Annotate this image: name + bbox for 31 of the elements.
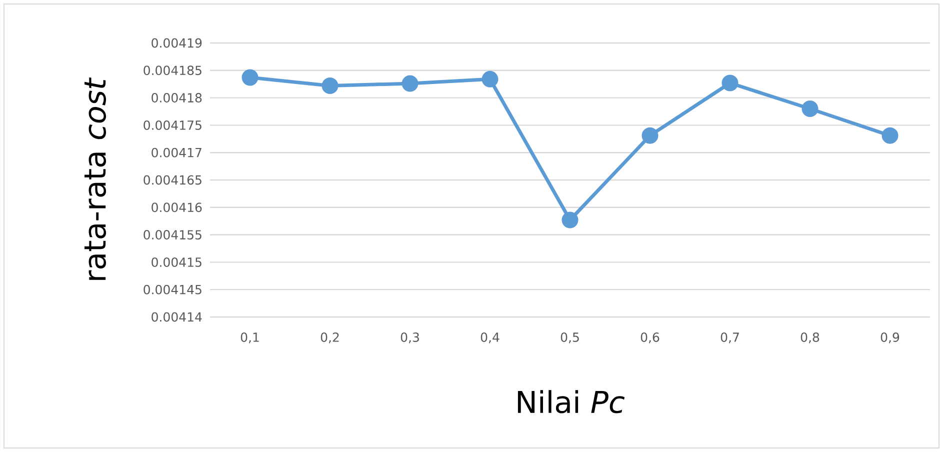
y-tick-label: 0.004185 [144, 66, 202, 76]
y-tick-label: 0.004145 [144, 284, 202, 294]
x-tick-label: 0,6 [640, 332, 660, 344]
x-tick-label: 0,7 [720, 332, 739, 344]
point [802, 100, 818, 117]
point [882, 127, 898, 144]
y-tick-label: 0.00417 [152, 148, 202, 158]
point [722, 74, 738, 92]
x-tick-label: 0,4 [480, 332, 500, 344]
point [242, 69, 258, 86]
point [642, 127, 658, 144]
y-tick-label: 0.00415 [152, 257, 202, 267]
y-tick-label: 0.004165 [144, 175, 202, 185]
point [482, 70, 498, 88]
x-tick-label: 0,9 [880, 332, 900, 344]
y-tick-label: 0.00416 [152, 202, 202, 212]
point [402, 75, 418, 92]
y-tick-label: 0.004155 [144, 230, 202, 240]
y-tick-label: 0.00418 [152, 93, 202, 103]
point [562, 212, 578, 228]
x-tick-label: 0,1 [240, 332, 259, 344]
x-tick-label: 0,5 [560, 332, 579, 344]
x-tick-label: 0,8 [800, 332, 820, 344]
y-tick-label: 0.00419 [152, 38, 202, 48]
y-tick-label: 0.004175 [144, 120, 202, 130]
x-tick-label: 0,3 [400, 332, 419, 344]
y-tick-label: 0.00414 [152, 312, 202, 322]
point [322, 77, 338, 94]
x-tick-label: 0,2 [320, 332, 339, 344]
y-axis-title: rata-rata cost [84, 77, 106, 280]
x-axis-title: Nilai Pc [518, 390, 625, 414]
